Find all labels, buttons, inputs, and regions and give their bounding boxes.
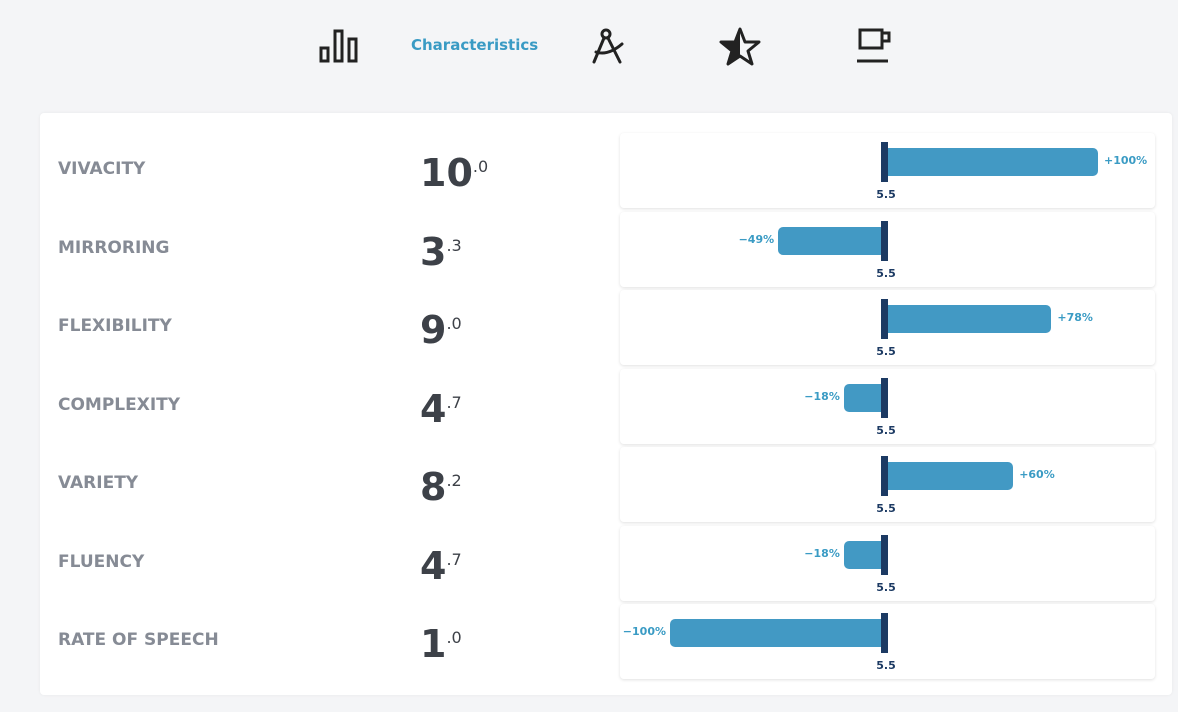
row-label: FLEXIBILITY [58,316,172,336]
score-whole: 3 [420,229,447,274]
baseline-marker [880,220,888,261]
bar [778,226,882,255]
bar [886,148,1098,176]
score-fraction: .2 [446,471,462,490]
bar [886,305,1052,333]
coffee-icon[interactable] [855,26,895,66]
bar [843,383,882,412]
score-fraction: .7 [446,392,462,412]
baseline-marker [880,456,888,496]
score: 10.0 [420,147,488,201]
score: 4.7 [420,540,462,594]
score-fraction: .0 [446,314,462,333]
change-label: −100% [622,625,666,638]
score-whole: 10 [420,151,473,195]
score: 8.2 [420,461,462,515]
bar [670,619,882,647]
bar [886,462,1014,490]
score-fraction: .0 [472,157,489,176]
star-icon[interactable] [718,26,762,66]
row-label: RATE OF SPEECH [58,630,219,650]
baseline-label: 5.5 [876,502,896,515]
score: 3.3 [420,226,462,280]
baseline-marker [880,377,888,418]
score-fraction: .3 [446,235,462,255]
row-label: VIVACITY [58,159,146,179]
row-label: VARIETY [58,473,139,493]
tab-characteristics[interactable]: Characteristics [411,36,539,54]
bar [843,540,882,569]
score-fraction: .0 [446,628,462,647]
baseline-label: 5.5 [876,580,896,594]
row-label: MIRRORING [58,237,170,258]
change-label: −49% [738,232,775,246]
baseline-marker [880,142,888,182]
baseline-label: 5.5 [876,188,896,201]
score: 9.0 [420,304,462,358]
change-label: +100% [1104,154,1148,167]
change-label: −18% [804,546,840,560]
change-label: +78% [1057,311,1093,324]
score-whole: 9 [420,308,447,352]
score-whole: 4 [420,386,447,431]
bar-box [620,525,1155,601]
row-label: FLUENCY [58,551,145,572]
baseline-label: 5.5 [876,659,896,672]
bar-box [620,211,1155,287]
baseline-label: 5.5 [876,423,896,437]
compass-icon[interactable] [590,26,626,66]
baseline-label: 5.5 [876,345,896,358]
baseline-marker [880,613,888,653]
baseline-marker [880,534,888,575]
row-label: COMPLEXITY [58,394,181,415]
score: 1.0 [420,618,462,672]
score-fraction: .7 [446,549,462,569]
baseline-label: 5.5 [876,266,896,280]
change-label: +60% [1019,468,1055,481]
score: 4.7 [420,383,462,437]
change-label: −18% [804,389,840,403]
baseline-marker [880,299,888,339]
score-whole: 4 [420,543,447,588]
bar-box [620,368,1155,444]
score-whole: 8 [420,465,447,509]
stats-icon[interactable] [318,28,360,64]
score-whole: 1 [420,622,447,666]
